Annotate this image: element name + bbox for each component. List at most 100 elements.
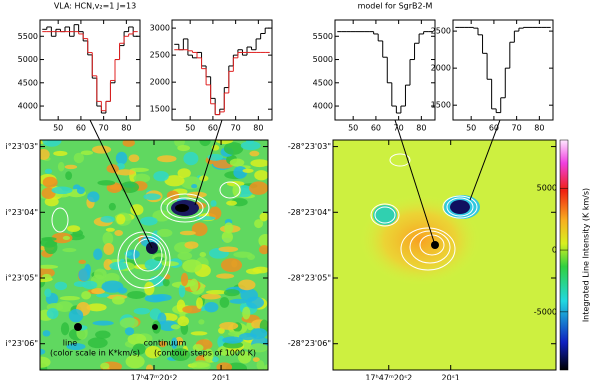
noise-blob — [240, 141, 261, 151]
noise-blob — [249, 343, 268, 353]
noise-blob — [211, 356, 219, 363]
noise-blob — [86, 303, 107, 312]
noise-blob — [145, 364, 154, 370]
y-tick-label: 3000 — [150, 24, 170, 33]
noise-blob — [46, 307, 59, 319]
noise-blob — [112, 295, 125, 305]
noise-blob — [201, 293, 221, 300]
y-tick-label: 5000 — [18, 55, 38, 64]
y-tick-label: 2500 — [150, 51, 170, 60]
x-tick-label: 50 — [53, 124, 63, 133]
noise-blob — [177, 316, 190, 327]
x-tick-label: 17ʰ47ᵐ20ˢ2 — [365, 374, 412, 380]
y-tick-label: 5500 — [313, 32, 333, 41]
noise-blob — [164, 175, 185, 187]
noise-blob — [93, 268, 107, 280]
noise-blob — [108, 202, 116, 211]
noise-blob — [143, 193, 161, 201]
noise-blob — [233, 251, 253, 258]
noise-blob — [177, 251, 193, 261]
x-tick-label: 50 — [185, 124, 195, 133]
panel-title: VLA: HCN,v₂=1 J=13 — [54, 2, 136, 11]
noise-blob — [223, 142, 244, 155]
noise-blob — [242, 168, 254, 173]
noise-blob — [170, 324, 181, 330]
noise-blob — [177, 144, 190, 152]
noise-blob — [100, 215, 115, 223]
panel-frame — [171, 19, 273, 121]
x-tick-label: 70 — [394, 124, 404, 133]
noise-blob — [216, 273, 235, 279]
noise-blob — [41, 273, 52, 281]
noise-blob — [226, 200, 238, 206]
y-tick-label: 4000 — [18, 102, 38, 111]
map-frame — [332, 139, 557, 371]
y-tick-label: 2500 — [431, 27, 451, 36]
noise-blob — [78, 259, 87, 264]
noise-blob — [40, 356, 51, 368]
x-tick-label: 17ʰ47ᵐ20ˢ2 — [131, 374, 178, 380]
colorbar-label: Integrated Line Intensity (K km/s) — [582, 188, 591, 322]
noise-blob — [127, 290, 146, 299]
noise-blob — [258, 245, 268, 255]
noise-blob — [128, 154, 140, 163]
noise-blob — [216, 362, 233, 370]
noise-blob — [78, 268, 91, 282]
noise-blob — [40, 149, 50, 160]
noise-blob — [104, 272, 120, 284]
noise-blob — [152, 293, 172, 302]
noise-blob — [224, 222, 234, 234]
y-tick-label: -28°23'03" — [288, 142, 331, 151]
panel-frame — [39, 19, 141, 121]
panel-frame — [334, 19, 436, 121]
noise-blob — [60, 322, 70, 336]
noise-blob — [133, 307, 151, 315]
noise-blob — [186, 191, 207, 198]
noise-blob — [229, 298, 248, 304]
noise-blob — [114, 230, 124, 237]
y-tick-label: -28°23'06" — [288, 339, 331, 348]
x-tick-label: 60 — [76, 124, 86, 133]
noise-blob — [221, 231, 233, 243]
x-tick-label: 80 — [121, 124, 131, 133]
noise-blob — [140, 216, 158, 226]
noise-blob — [120, 181, 140, 193]
noise-blob — [73, 152, 85, 164]
noise-blob — [219, 296, 230, 308]
noise-blob — [124, 251, 133, 257]
noise-blob — [57, 161, 65, 172]
colorbar-tick-label: 5000 — [537, 184, 557, 193]
noise-blob — [102, 231, 114, 246]
noise-blob — [152, 209, 171, 222]
y-tick-label: 5000 — [313, 55, 333, 64]
y-tick-label: i°23'04" — [6, 208, 38, 217]
noise-blob — [246, 296, 264, 309]
noise-blob — [42, 176, 58, 188]
noise-blob — [65, 171, 73, 180]
noise-blob — [116, 214, 126, 225]
noise-blob — [62, 235, 71, 240]
noise-blob — [92, 145, 112, 154]
noise-blob — [44, 288, 52, 298]
noise-blob — [190, 362, 210, 368]
noise-blob — [223, 289, 240, 297]
noise-blob — [171, 337, 178, 349]
noise-blob — [67, 225, 81, 233]
x-tick-label: 60 — [371, 124, 381, 133]
noise-blob — [130, 204, 144, 216]
noise-blob — [259, 212, 268, 222]
noise-blob — [156, 228, 173, 238]
noise-blob — [207, 153, 224, 161]
noise-blob — [182, 305, 202, 314]
noise-blob — [210, 200, 217, 207]
noise-blob — [258, 233, 268, 248]
noise-blob — [54, 281, 68, 291]
noise-blob — [96, 293, 110, 298]
noise-blob — [53, 150, 68, 157]
noise-blob — [182, 259, 202, 273]
y-tick-label: 1500 — [431, 101, 451, 110]
y-tick-label: i°23'05" — [6, 274, 38, 283]
noise-blob — [157, 155, 177, 163]
x-tick-label: 50 — [348, 124, 358, 133]
